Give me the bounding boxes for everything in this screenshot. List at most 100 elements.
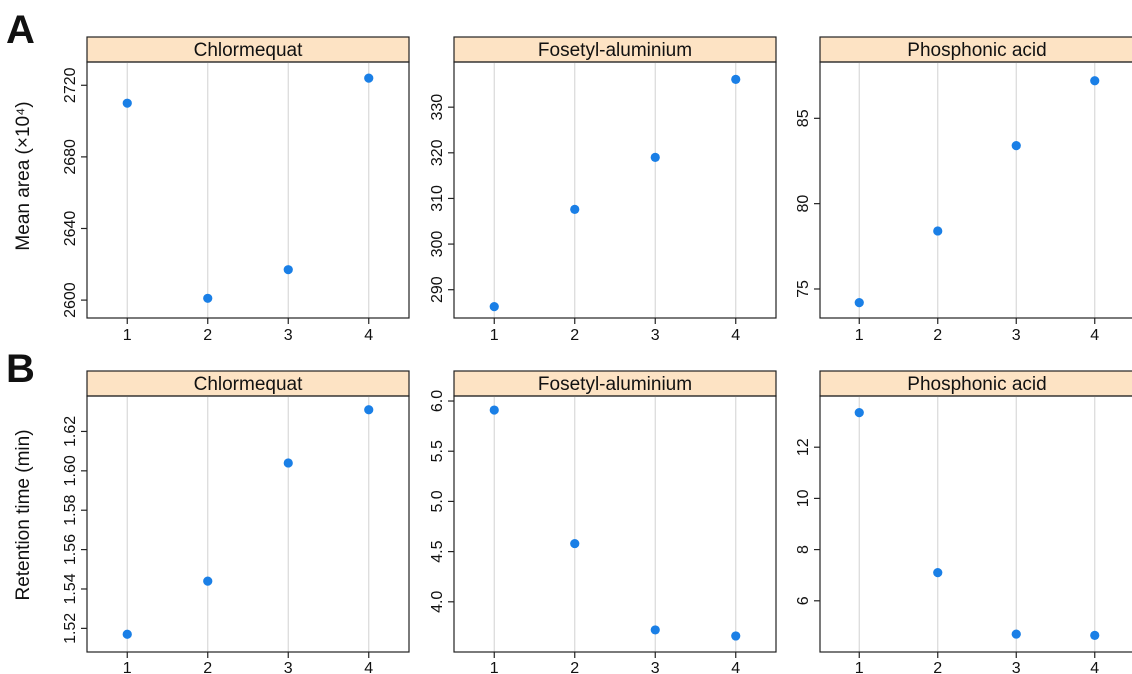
x-tick-label: 3: [284, 660, 293, 674]
strip-header: [86, 36, 410, 63]
data-point: [650, 152, 660, 162]
x-tick-label: 4: [364, 327, 373, 344]
y-tick-label: 1.62: [62, 416, 79, 447]
y-tick-label: 2680: [62, 139, 79, 175]
strip-header: [453, 36, 777, 63]
y-tick-label: 10: [795, 489, 812, 507]
y-tick-label: 2600: [62, 282, 79, 318]
data-point: [1011, 141, 1021, 151]
row-a-ylabel: Mean area (×10⁴): [13, 101, 34, 250]
data-point: [731, 74, 741, 84]
x-tick-label: 3: [651, 660, 660, 674]
plot-frame: [453, 61, 777, 319]
y-tick-label: 12: [795, 438, 812, 456]
panel-title: Phosphonic acid: [907, 374, 1046, 395]
data-point: [122, 629, 132, 639]
x-tick-label: 2: [933, 327, 942, 344]
x-tick-label: 2: [570, 660, 579, 674]
data-point: [933, 568, 943, 578]
strip-header: [86, 370, 410, 397]
data-point: [364, 73, 374, 83]
x-tick-label: 1: [490, 660, 499, 674]
x-tick-label: 2: [570, 327, 579, 344]
x-tick-label: 2: [203, 660, 212, 674]
y-tick-label: 5.0: [429, 490, 446, 512]
y-tick-label: 6.0: [429, 390, 446, 412]
x-tick-label: 4: [1090, 327, 1099, 344]
x-tick-label: 4: [731, 327, 740, 344]
y-tick-label: 85: [795, 109, 812, 127]
x-tick-label: 4: [364, 660, 373, 674]
x-tick-label: 3: [1012, 327, 1021, 344]
facet-panel: Fosetyl-aluminium 1 2 3 4 290 300 310 320 330: [429, 36, 777, 344]
plot-frame: [453, 395, 777, 653]
data-point: [570, 538, 580, 549]
y-tick-label: 2640: [62, 211, 79, 247]
facet-panel: Chlormequat 1 2 3 4 2600 2640 2680 2720: [62, 36, 410, 344]
x-tick-label: 1: [855, 660, 864, 674]
y-tick-label: 320: [429, 139, 446, 166]
strip-header: [819, 370, 1132, 397]
data-point: [1090, 630, 1100, 640]
y-tick-label: 6: [795, 596, 812, 605]
x-tick-label: 1: [123, 327, 132, 344]
data-point: [854, 298, 864, 308]
y-tick-label: 75: [795, 280, 812, 298]
y-tick-label: 4.5: [429, 540, 446, 562]
strip-header: [819, 36, 1132, 63]
panel-title: Fosetyl-aluminium: [538, 40, 692, 61]
y-tick-label: 1.60: [62, 455, 79, 486]
data-point: [203, 293, 213, 303]
x-tick-label: 3: [651, 327, 660, 344]
x-tick-label: 2: [203, 327, 212, 344]
y-tick-label: 310: [429, 185, 446, 212]
y-tick-label: 290: [429, 276, 446, 303]
y-tick-label: 2720: [62, 67, 79, 103]
data-point: [854, 408, 864, 418]
panel-title: Fosetyl-aluminium: [538, 374, 692, 395]
data-point: [283, 458, 293, 468]
y-tick-label: 4.0: [429, 591, 446, 613]
facet-panel: Chlormequat 1 2 3 4 1.52 1.54 1.56 1.58 1.60 1.62: [62, 370, 410, 674]
plot-frame: [819, 395, 1132, 653]
row-label-a: A: [6, 8, 35, 52]
x-tick-label: 1: [855, 327, 864, 344]
y-tick-label: 80: [795, 195, 812, 213]
data-point: [122, 98, 132, 108]
y-tick-label: 330: [429, 94, 446, 121]
facet-panel: Phosphonic acid 1 2 3 4 75 80 85: [795, 36, 1132, 344]
plot-frame: [819, 61, 1132, 319]
row-b-ylabel: Retention time (min): [13, 429, 34, 600]
data-point: [489, 405, 499, 415]
x-tick-label: 3: [1012, 660, 1021, 674]
data-point: [489, 301, 499, 312]
panel-title: Phosphonic acid: [907, 40, 1046, 61]
y-tick-label: 1.54: [62, 573, 79, 604]
y-tick-label: 5.5: [429, 440, 446, 462]
x-tick-label: 1: [123, 660, 132, 674]
y-tick-label: 300: [429, 231, 446, 258]
panel-title: Chlormequat: [194, 374, 303, 395]
data-point: [1011, 629, 1021, 639]
panel-title: Chlormequat: [194, 40, 303, 61]
data-point: [731, 631, 741, 641]
y-tick-label: 1.56: [62, 534, 79, 565]
y-tick-label: 1.52: [62, 613, 79, 644]
y-tick-label: 8: [795, 545, 812, 554]
plot-frame: [86, 395, 410, 653]
facet-panel: Fosetyl-aluminium 1 2 3 4 4.0 4.5 5.0 5.5 6.0: [429, 370, 777, 674]
x-tick-label: 1: [490, 327, 499, 344]
data-point: [203, 576, 213, 586]
x-tick-label: 3: [284, 327, 293, 344]
x-tick-label: 2: [933, 660, 942, 674]
data-point: [570, 204, 580, 214]
plot-frame: [86, 61, 410, 319]
data-point: [1090, 76, 1100, 86]
y-tick-label: 1.58: [62, 495, 79, 526]
data-point: [283, 265, 293, 275]
data-point: [364, 405, 374, 415]
x-tick-label: 4: [731, 660, 740, 674]
